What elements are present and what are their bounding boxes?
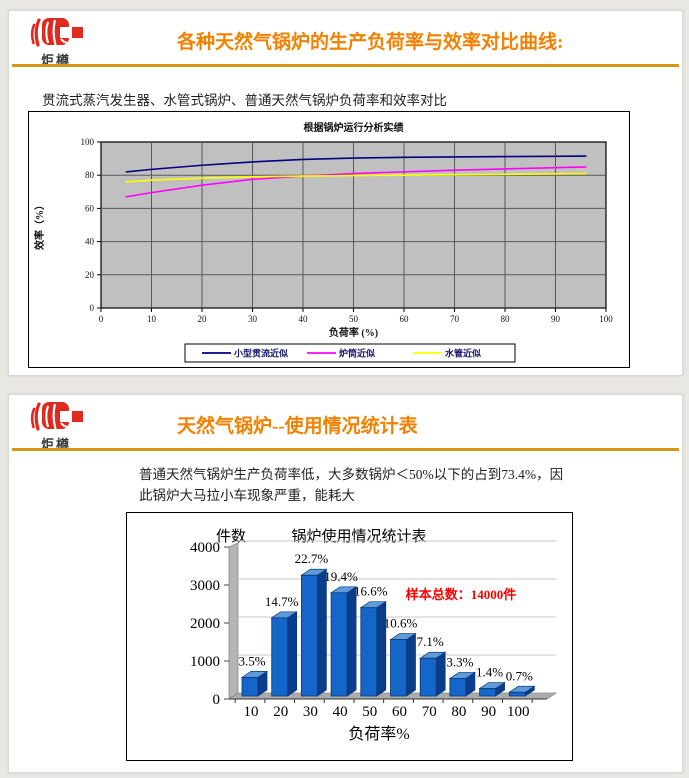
slide-2: 炬樽 天然气锅炉--使用情况统计表 普通天然气锅炉生产负荷率低，大多数锅炉＜50…: [8, 394, 683, 773]
svg-text:小型贯流近似: 小型贯流近似: [233, 348, 288, 359]
flame-logo-icon: [30, 402, 83, 431]
svg-text:14.7%: 14.7%: [265, 594, 299, 609]
bar-chart-frame: 件数 锅炉使用情况统计表 0 1000 2000 3000 4000 3.5% 10 14.7% 2…: [126, 512, 573, 761]
svg-text:70: 70: [422, 704, 437, 720]
slide2-title: 天然气锅炉--使用情况统计表: [177, 416, 418, 437]
svg-text:3000: 3000: [190, 578, 220, 594]
bar-chart: 件数 锅炉使用情况统计表 0 1000 2000 3000 4000 3.5% 10 14.7% 2…: [190, 528, 558, 743]
svg-text:根据锅炉运行分析实绩: 根据锅炉运行分析实绩: [304, 121, 404, 134]
header-divider: [12, 64, 679, 67]
svg-text:负荷率%: 负荷率%: [348, 725, 409, 743]
svg-text:80: 80: [451, 704, 466, 720]
svg-text:水管近似: 水管近似: [445, 348, 481, 359]
svg-text:10: 10: [244, 704, 259, 720]
company-logo: 炬樽: [25, 401, 87, 453]
line-chart-frame: 根据锅炉运行分析实绩 0 20 40 60 80 100 0 10 20 30 40 50 60 70 80 9…: [28, 111, 630, 368]
company-logo: 炬樽: [25, 17, 87, 69]
svg-text:40: 40: [333, 704, 348, 720]
svg-text:40: 40: [85, 237, 95, 247]
svg-text:16.6%: 16.6%: [354, 584, 388, 599]
slide-1: 炬樽 各种天然气锅炉的生产负荷率与效率对比曲线: 贯流式蒸汽发生器、水管式锅炉、…: [8, 10, 683, 376]
svg-text:80: 80: [501, 314, 511, 324]
svg-text:炉筒近似: 炉筒近似: [339, 348, 375, 359]
svg-text:10: 10: [147, 314, 157, 324]
svg-text:3.5%: 3.5%: [238, 653, 265, 668]
svg-text:60: 60: [400, 314, 410, 324]
svg-text:0: 0: [90, 303, 95, 313]
svg-text:50: 50: [349, 314, 359, 324]
svg-text:20: 20: [273, 704, 288, 720]
svg-text:30: 30: [248, 314, 258, 324]
svg-text:10.6%: 10.6%: [384, 616, 418, 631]
svg-text:19.4%: 19.4%: [324, 569, 358, 584]
svg-text:0.7%: 0.7%: [506, 668, 533, 683]
svg-text:7.1%: 7.1%: [417, 634, 444, 649]
svg-text:1000: 1000: [190, 654, 220, 670]
slide1-subtitle: 贯流式蒸汽发生器、水管式锅炉、普通天然气锅炉负荷率和效率对比: [42, 93, 447, 108]
line-chart: 根据锅炉运行分析实绩 0 20 40 60 80 100 0 10 20 30 40 50 60 70 80 9…: [33, 121, 613, 363]
svg-text:件数: 件数: [216, 528, 246, 545]
svg-text:0: 0: [213, 692, 221, 708]
svg-text:30: 30: [303, 704, 318, 720]
svg-text:1.4%: 1.4%: [476, 665, 503, 680]
svg-text:锅炉使用情况统计表: 锅炉使用情况统计表: [291, 528, 426, 545]
svg-text:4000: 4000: [190, 540, 220, 556]
svg-text:90: 90: [551, 314, 561, 324]
header-divider: [12, 448, 679, 451]
svg-text:100: 100: [81, 137, 95, 147]
svg-text:80: 80: [85, 170, 95, 180]
svg-text:50: 50: [362, 704, 377, 720]
svg-text:100: 100: [507, 704, 530, 720]
svg-text:负荷率 (%): 负荷率 (%): [329, 326, 378, 339]
svg-text:100: 100: [599, 314, 613, 324]
svg-text:60: 60: [392, 704, 407, 720]
svg-text:40: 40: [299, 314, 309, 324]
svg-text:2000: 2000: [190, 616, 220, 632]
svg-text:70: 70: [450, 314, 460, 324]
svg-text:效率（%）: 效率（%）: [33, 200, 46, 250]
svg-text:20: 20: [85, 270, 95, 280]
flame-logo-icon: [30, 18, 83, 47]
slide2-body-text: 普通天然气锅炉生产负荷率低，大多数锅炉＜50%以下的占到73.4%，因此锅炉大马…: [139, 467, 564, 503]
svg-text:22.7%: 22.7%: [295, 551, 329, 566]
svg-text:样本总数：14000件: 样本总数：14000件: [406, 587, 517, 602]
svg-text:60: 60: [85, 203, 95, 213]
svg-text:3.3%: 3.3%: [446, 654, 473, 669]
svg-text:0: 0: [99, 314, 104, 324]
svg-text:20: 20: [198, 314, 208, 324]
slide1-title: 各种天然气锅炉的生产负荷率与效率对比曲线:: [177, 32, 564, 53]
svg-text:90: 90: [481, 704, 496, 720]
